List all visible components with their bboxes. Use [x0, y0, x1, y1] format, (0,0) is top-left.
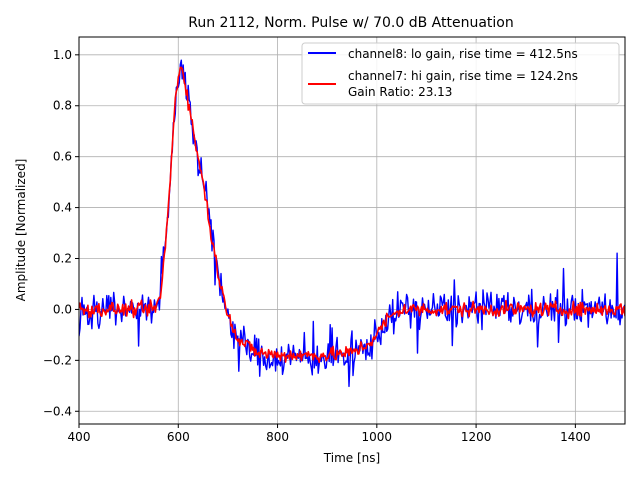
y-tick-label: 0.8 [53, 99, 72, 113]
y-tick-label: 0.0 [53, 302, 72, 316]
legend-box [301, 42, 620, 105]
legend: channel8: lo gain, rise time = 412.5ns c… [301, 42, 620, 105]
legend-entry-channel7: channel7: hi gain, rise time = 124.2ns [348, 69, 578, 83]
x-tick-label: 800 [266, 430, 289, 444]
chart-title: Run 2112, Norm. Pulse w/ 70.0 dB Attenua… [188, 15, 513, 31]
y-tick-label: 1.0 [53, 48, 72, 62]
series-line-channel7 [79, 66, 625, 364]
legend-gain-ratio: Gain Ratio: 23.13 [348, 85, 452, 99]
x-tick-label: 600 [167, 430, 190, 444]
axes-frame [78, 36, 626, 425]
y-tick-label: 0.4 [53, 201, 72, 215]
plot-area [79, 59, 625, 388]
ticks: 400 600 800 1000 1200 1400 −0.4 −0.2 0.0 0.2 0.4 0.… [43, 48, 591, 444]
y-tick-label: −0.4 [43, 404, 72, 418]
y-axis-label: Amplitude [Normalized] [14, 159, 28, 302]
series-layer [79, 59, 625, 388]
y-tick-label: 0.6 [53, 150, 72, 164]
x-tick-label: 1000 [362, 430, 393, 444]
x-tick-label: 1400 [560, 430, 591, 444]
y-tick-label: −0.2 [43, 353, 72, 367]
x-tick-label: 1200 [461, 430, 492, 444]
legend-entry-channel8: channel8: lo gain, rise time = 412.5ns [348, 47, 578, 61]
y-tick-label: 0.2 [53, 252, 72, 266]
x-tick-label: 400 [68, 430, 91, 444]
x-axis-label: Time [ns] [323, 451, 380, 465]
